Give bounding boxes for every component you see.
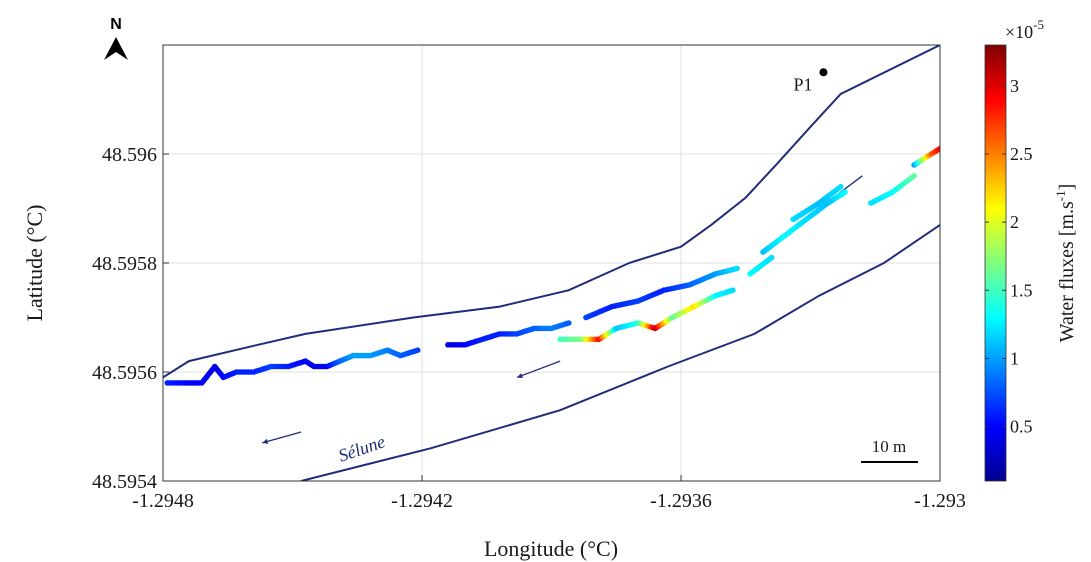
y-tick-label: 48.5956 xyxy=(92,362,157,384)
y-axis-label: Latitude (°C) xyxy=(22,205,47,322)
colorbar-tick-label: 3 xyxy=(1010,76,1019,96)
south-bank-line xyxy=(300,224,940,481)
colorbar-multiplier-base: ×10 xyxy=(1005,22,1033,42)
scale-bar: 10 m xyxy=(861,437,918,463)
river-banks xyxy=(163,45,940,481)
flux-point xyxy=(942,143,948,149)
north-arrow-icon xyxy=(104,37,128,60)
colorbar-multiplier: ×10-5 xyxy=(1005,17,1044,42)
flux-track xyxy=(557,287,736,343)
grid-lines xyxy=(162,45,941,482)
flow-arrow-head xyxy=(516,373,523,378)
station-marker: P1 xyxy=(793,68,828,94)
flux-point xyxy=(837,183,844,190)
flux-point xyxy=(955,132,961,138)
x-axis-label: Longitude (°C) xyxy=(484,536,618,561)
colorbar: 0.5 1 1.5 2 2.5 3 ×10-5 Water fluxes [m.s-1] xyxy=(984,17,1078,482)
colorbar-label-main: Water fluxes [m.s xyxy=(1056,201,1078,342)
flux-point xyxy=(958,129,964,135)
colorbar-ticks: 0.5 1 1.5 2 2.5 3 xyxy=(985,76,1033,437)
flux-point xyxy=(963,124,969,130)
colorbar-tick-label: 1 xyxy=(1010,348,1019,368)
flux-point xyxy=(938,145,940,151)
flux-point xyxy=(960,127,966,133)
colorbar-label-end: ] xyxy=(1056,184,1078,191)
y-tick-label: 48.596 xyxy=(102,144,157,166)
x-tick-label: -1.2936 xyxy=(650,490,712,512)
flux-point xyxy=(944,142,950,148)
x-tick-marks: -1.2948 -1.2942 -1.2936 -1.293 xyxy=(132,475,966,512)
north-label: N xyxy=(110,16,122,33)
flux-tracks xyxy=(164,124,969,386)
flux-point xyxy=(566,320,572,326)
y-tick-label: 48.5958 xyxy=(92,253,157,275)
flux-point xyxy=(842,189,848,195)
flux-track xyxy=(747,254,775,277)
colorbar-tick-label: 2 xyxy=(1010,212,1019,232)
x-tick-label: -1.2948 xyxy=(132,490,194,512)
flux-track xyxy=(164,347,421,386)
flux-point xyxy=(948,139,954,145)
colorbar-tick-label: 0.5 xyxy=(1010,417,1033,437)
colorbar-multiplier-exp: -5 xyxy=(1033,17,1044,32)
y-tick-marks: 48.5954 48.5956 48.5958 48.596 xyxy=(92,144,169,493)
flux-track xyxy=(760,189,848,255)
north-bank-line xyxy=(163,45,940,379)
x-tick-label: -1.293 xyxy=(914,490,966,512)
flux-point xyxy=(911,173,917,179)
flux-point xyxy=(951,135,957,141)
flux-point xyxy=(730,287,736,294)
north-arrow: N xyxy=(104,16,128,60)
flow-arrow-shaft xyxy=(262,431,302,444)
colorbar-label-sup: -1 xyxy=(1053,190,1068,201)
y-tick-label: 48.5954 xyxy=(92,471,157,493)
flux-track xyxy=(583,265,740,321)
flux-point xyxy=(956,131,962,137)
flow-arrows xyxy=(262,175,863,444)
colorbar-label: Water fluxes [m.s-1] xyxy=(1053,184,1078,343)
x-tick-label: -1.2942 xyxy=(391,490,453,512)
flux-point xyxy=(940,144,946,150)
flux-track xyxy=(868,173,917,206)
flux-point xyxy=(949,137,955,143)
colorbar-gradient xyxy=(984,44,1007,482)
flux-point xyxy=(961,126,967,132)
station-label: P1 xyxy=(793,74,812,94)
colorbar-tick-label: 1.5 xyxy=(1010,280,1033,300)
flow-arrow-head xyxy=(262,438,269,444)
flux-point xyxy=(946,140,952,146)
colorbar-tick-label: 2.5 xyxy=(1010,144,1033,164)
flux-point xyxy=(953,134,959,140)
flow-arrow-shaft xyxy=(516,360,561,379)
flux-track xyxy=(911,124,969,168)
flux-track xyxy=(790,183,844,223)
flux-point xyxy=(768,254,775,261)
station-point xyxy=(819,68,828,77)
scale-bar-label: 10 m xyxy=(872,437,906,456)
flux-track xyxy=(445,320,572,348)
flux-point xyxy=(734,265,740,272)
flux-point xyxy=(414,347,421,354)
